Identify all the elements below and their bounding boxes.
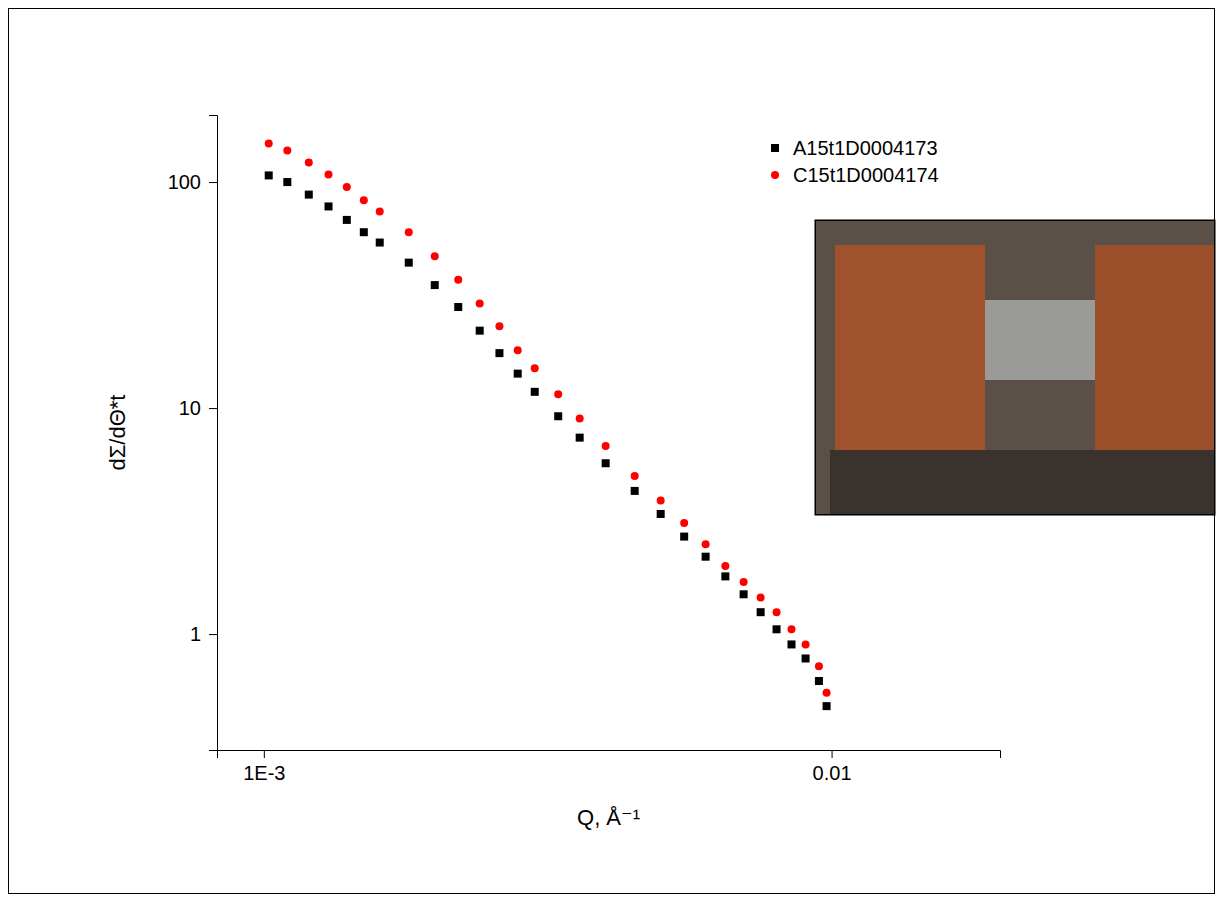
data-point (823, 689, 831, 697)
data-point (325, 202, 333, 210)
data-point (265, 140, 273, 148)
data-point (476, 327, 484, 335)
data-point (554, 412, 562, 420)
data-point (405, 259, 413, 267)
data-point (514, 370, 522, 378)
chart: 1E-3 0.01 1 10 100 Q, Å⁻¹ dΣ/dΘ*t A15t1D0004173… (0, 0, 1223, 902)
x-axis-line (218, 751, 1001, 759)
legend-symbol (771, 144, 779, 152)
data-point (680, 519, 688, 527)
legend-label: C15t1D0004174 (793, 164, 939, 186)
x-tick: 1E-3 (243, 750, 285, 784)
data-point (405, 228, 413, 236)
photo-background (815, 220, 1215, 515)
photo-coil (835, 245, 985, 450)
y-tick-mark (209, 408, 217, 409)
data-point (773, 625, 781, 633)
photo-base (830, 450, 1215, 515)
data-point (454, 303, 462, 311)
inset-photo (815, 220, 1215, 515)
data-point (702, 540, 710, 548)
y-axis-line (209, 116, 218, 751)
data-point (721, 572, 729, 580)
data-point (823, 702, 831, 710)
y-tick-label: 1 (190, 623, 201, 645)
y-axis-title: dΣ/dΘ*t (105, 395, 130, 471)
data-point (454, 276, 462, 284)
y-tick: 1 (190, 623, 217, 645)
data-point (360, 228, 368, 236)
data-point (602, 442, 610, 450)
data-point (376, 208, 384, 216)
data-point (815, 677, 823, 685)
data-point (602, 459, 610, 467)
photo-coil (1095, 245, 1215, 450)
data-point (576, 434, 584, 442)
photo-holder (985, 300, 1095, 380)
data-point (802, 640, 810, 648)
data-point (657, 510, 665, 518)
x-tick-mark (264, 750, 265, 758)
data-point (325, 170, 333, 178)
x-axis-title: Q, Å⁻¹ (577, 805, 640, 830)
plot-area (265, 140, 831, 711)
data-point (788, 625, 796, 633)
x-tick: 0.01 (813, 750, 852, 784)
y-tick: 100 (168, 171, 217, 193)
y-tick-label: 100 (168, 171, 201, 193)
x-tick-label: 1E-3 (243, 762, 285, 784)
data-point (815, 662, 823, 670)
data-point (495, 322, 503, 330)
legend-symbol (771, 171, 779, 179)
data-point (740, 590, 748, 598)
x-tick-label: 0.01 (813, 762, 852, 784)
y-tick-mark (209, 634, 217, 635)
y-tick-label: 10 (179, 397, 201, 419)
y-tick-mark (209, 182, 217, 183)
photo-border (816, 221, 1215, 515)
data-point (283, 178, 291, 186)
data-point (757, 608, 765, 616)
data-point (376, 239, 384, 247)
data-point (773, 608, 781, 616)
series-0 (265, 171, 831, 710)
data-point (305, 191, 313, 199)
data-point (343, 183, 351, 191)
data-point (680, 533, 688, 541)
data-point (802, 654, 810, 662)
data-point (265, 171, 273, 179)
outer-frame (9, 9, 1215, 894)
data-point (757, 594, 765, 602)
legend-label: A15t1D0004173 (793, 137, 938, 159)
data-point (554, 390, 562, 398)
data-point (514, 346, 522, 354)
data-point (431, 281, 439, 289)
series-1 (265, 140, 831, 697)
data-point (788, 640, 796, 648)
data-point (576, 414, 584, 422)
data-point (702, 553, 710, 561)
data-point (721, 562, 729, 570)
data-point (657, 496, 665, 504)
data-point (283, 146, 291, 154)
data-point (305, 159, 313, 167)
x-axis: 1E-3 0.01 (218, 750, 1001, 784)
data-point (631, 487, 639, 495)
data-point (360, 196, 368, 204)
x-tick-mark (832, 750, 833, 758)
data-point (740, 578, 748, 586)
data-point (531, 388, 539, 396)
data-point (631, 472, 639, 480)
data-point (495, 349, 503, 357)
y-tick: 10 (179, 397, 217, 419)
data-point (343, 216, 351, 224)
data-point (431, 252, 439, 260)
data-point (531, 364, 539, 372)
data-point (476, 300, 484, 308)
legend: A15t1D0004173 C15t1D0004174 (771, 137, 939, 186)
y-axis: 1 10 100 (168, 116, 218, 751)
